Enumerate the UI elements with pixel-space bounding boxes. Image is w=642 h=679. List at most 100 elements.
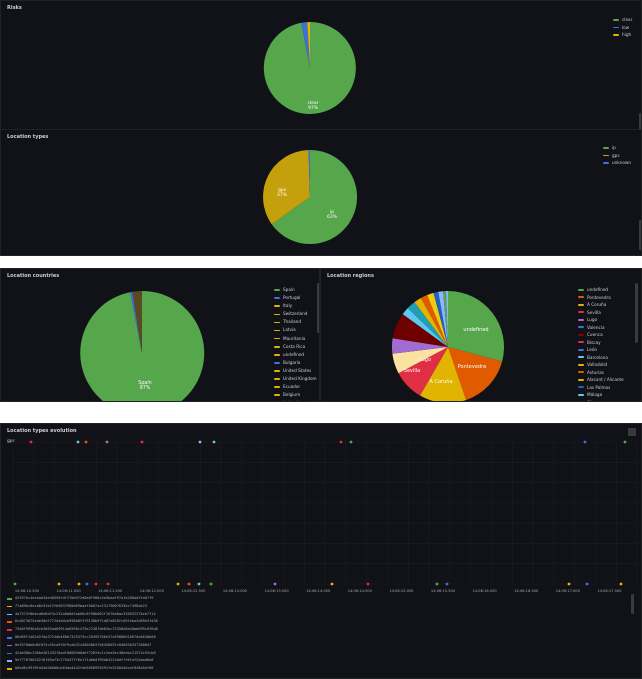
legend-item[interactable]: Málaga	[578, 391, 624, 399]
legend-item[interactable]: Switzerland	[274, 310, 317, 318]
legend-item-low[interactable]: low	[613, 24, 632, 32]
pie-slice-high[interactable]	[307, 22, 310, 68]
pie-slice-other[interactable]	[132, 291, 142, 353]
event-dot[interactable]	[57, 582, 61, 586]
panel-scrollbar[interactable]	[635, 283, 638, 343]
event-dot[interactable]	[106, 582, 110, 586]
event-dot[interactable]	[13, 582, 17, 586]
event-dot[interactable]	[349, 440, 353, 444]
panel-scrollbar[interactable]	[631, 594, 634, 614]
legend-item-gps[interactable]: gps	[603, 152, 631, 160]
event-dot[interactable]	[583, 440, 587, 444]
list-item[interactable]: 42ab38bc236be281432f0adf00609d0a6f720fdc…	[7, 650, 158, 658]
pie-slice-cuenca[interactable]	[392, 314, 448, 347]
legend-item[interactable]: Valencia	[578, 324, 624, 332]
pie-slice-las-palmas[interactable]	[438, 291, 448, 347]
event-dot[interactable]	[619, 582, 623, 586]
legend-item[interactable]: Iceland	[274, 399, 317, 401]
legend-item[interactable]: United States	[274, 367, 317, 375]
list-item[interactable]: 73d0f9596a5cb3665ad69914a6598c479a72387d…	[7, 626, 158, 634]
event-dot[interactable]	[445, 582, 449, 586]
legend-item[interactable]: Lugo	[578, 316, 624, 324]
legend-item-unknown[interactable]: unknown	[603, 159, 631, 167]
pie-slice-clear[interactable]	[263, 22, 356, 114]
event-dot[interactable]	[94, 582, 98, 586]
pie-slice-low[interactable]	[301, 22, 310, 69]
event-dot[interactable]	[585, 582, 589, 586]
legend-item[interactable]: Italy	[274, 302, 317, 310]
legend-item[interactable]: Sevilla	[578, 309, 624, 317]
list-item[interactable]: 4a7573f0bbcd6e8df3c232a0b8d3ab00c8f90b00…	[7, 611, 158, 619]
pie-slice-unknown[interactable]	[308, 149, 311, 197]
legend-item[interactable]: A Coruña	[578, 301, 624, 309]
legend-item[interactable]: undefined	[578, 286, 624, 294]
pie-slice-asturias[interactable]	[427, 292, 448, 347]
pie-slice-barcelona[interactable]	[414, 298, 449, 347]
legend-item[interactable]: Biscay	[578, 339, 624, 347]
legend-item[interactable]: Cáceres	[578, 399, 624, 402]
event-dot[interactable]	[623, 440, 627, 444]
list-item[interactable]: d2597bc4ee4ab3de48550fdf170a972d0a0f986c…	[7, 595, 158, 603]
panel-scrollbar[interactable]	[639, 113, 641, 129]
pie-slice-biscay[interactable]	[402, 308, 448, 347]
event-dot[interactable]	[567, 582, 571, 586]
legend-item[interactable]: Ecuador	[274, 383, 317, 391]
event-dot[interactable]	[140, 440, 144, 444]
event-dot[interactable]	[339, 440, 343, 444]
pie-slice-portugal[interactable]	[130, 291, 142, 353]
event-dot[interactable]	[76, 440, 80, 444]
legend-item[interactable]: Pontevedra	[578, 294, 624, 302]
list-item[interactable]: 9e7776766332f6f65af3c775d377f6e1f1db6df9…	[7, 657, 158, 665]
event-dot[interactable]	[209, 582, 213, 586]
event-dot[interactable]	[85, 582, 89, 586]
legend-item[interactable]: Spain	[274, 286, 317, 294]
list-item[interactable]: 0e3578db6d0f8f5c55ca9f0f9ceb32440058b3f5…	[7, 642, 158, 650]
legend-item[interactable]: Bulgaria	[274, 359, 317, 367]
pie-slice-malaga[interactable]	[443, 291, 448, 347]
legend-item[interactable]: Costa Rica	[274, 343, 317, 351]
event-dot[interactable]	[29, 440, 33, 444]
list-item[interactable]: b8ed6c59f8fa54d3b0d0cb64da4442fdb5856992…	[7, 665, 158, 673]
legend-item-ip[interactable]: ip	[603, 144, 631, 152]
legend-item-high[interactable]: high	[613, 31, 632, 39]
pie-slice-undefined[interactable]	[448, 291, 505, 362]
list-item[interactable]: 6cd873075ede58df772d4ddcb998b8f3f9138b9f…	[7, 618, 158, 626]
legend-item[interactable]: Thailand	[274, 318, 317, 326]
pie-slice-sevilla[interactable]	[398, 347, 449, 396]
legend-item[interactable]: Valladolid	[578, 361, 624, 369]
list-item[interactable]: 06d69f1402a5f0a3724db468b7325379cc294957…	[7, 634, 158, 642]
list-item[interactable]: 77a89bc0acd8c91bf2fb9037980d69baaf5b07ac…	[7, 603, 158, 611]
legend-item[interactable]: Portugal	[274, 294, 317, 302]
legend-item[interactable]: Cuenca	[578, 331, 624, 339]
legend-item[interactable]: Asturias	[578, 369, 624, 377]
event-dot[interactable]	[198, 440, 202, 444]
panel-menu-button[interactable]	[628, 428, 636, 436]
legend-item[interactable]: Belgium	[274, 391, 317, 399]
event-dot[interactable]	[366, 582, 370, 586]
pie-slice-ip[interactable]	[271, 149, 358, 244]
event-dot[interactable]	[77, 582, 81, 586]
legend-item[interactable]: Alacant / Alicante	[578, 376, 624, 384]
pie-slice-lugo[interactable]	[392, 347, 448, 374]
pie-slice-a-coruna[interactable]	[420, 347, 467, 402]
pie-slice-valladolid[interactable]	[420, 295, 448, 347]
event-dot[interactable]	[212, 440, 216, 444]
legend-item[interactable]: undefined	[274, 351, 317, 359]
legend-item[interactable]: Barcelona	[578, 354, 624, 362]
pie-slice-gps[interactable]	[263, 150, 310, 225]
event-dot[interactable]	[197, 582, 201, 586]
event-dot[interactable]	[187, 582, 191, 586]
legend-item[interactable]: Latvia	[274, 326, 317, 334]
event-dot[interactable]	[176, 582, 180, 586]
pie-slice-caceres[interactable]	[446, 290, 448, 347]
event-dot[interactable]	[435, 582, 439, 586]
pie-slice-valencia[interactable]	[391, 338, 448, 354]
panel-scrollbar[interactable]	[317, 283, 319, 333]
legend-item[interactable]: Mauritania	[274, 335, 317, 343]
event-dot[interactable]	[84, 440, 88, 444]
legend-item-clear[interactable]: clear	[613, 16, 632, 24]
event-dot[interactable]	[105, 440, 109, 444]
legend-item[interactable]: United Kingdom	[274, 375, 317, 383]
panel-scrollbar[interactable]	[639, 220, 641, 250]
pie-slice-spain[interactable]	[80, 290, 205, 402]
